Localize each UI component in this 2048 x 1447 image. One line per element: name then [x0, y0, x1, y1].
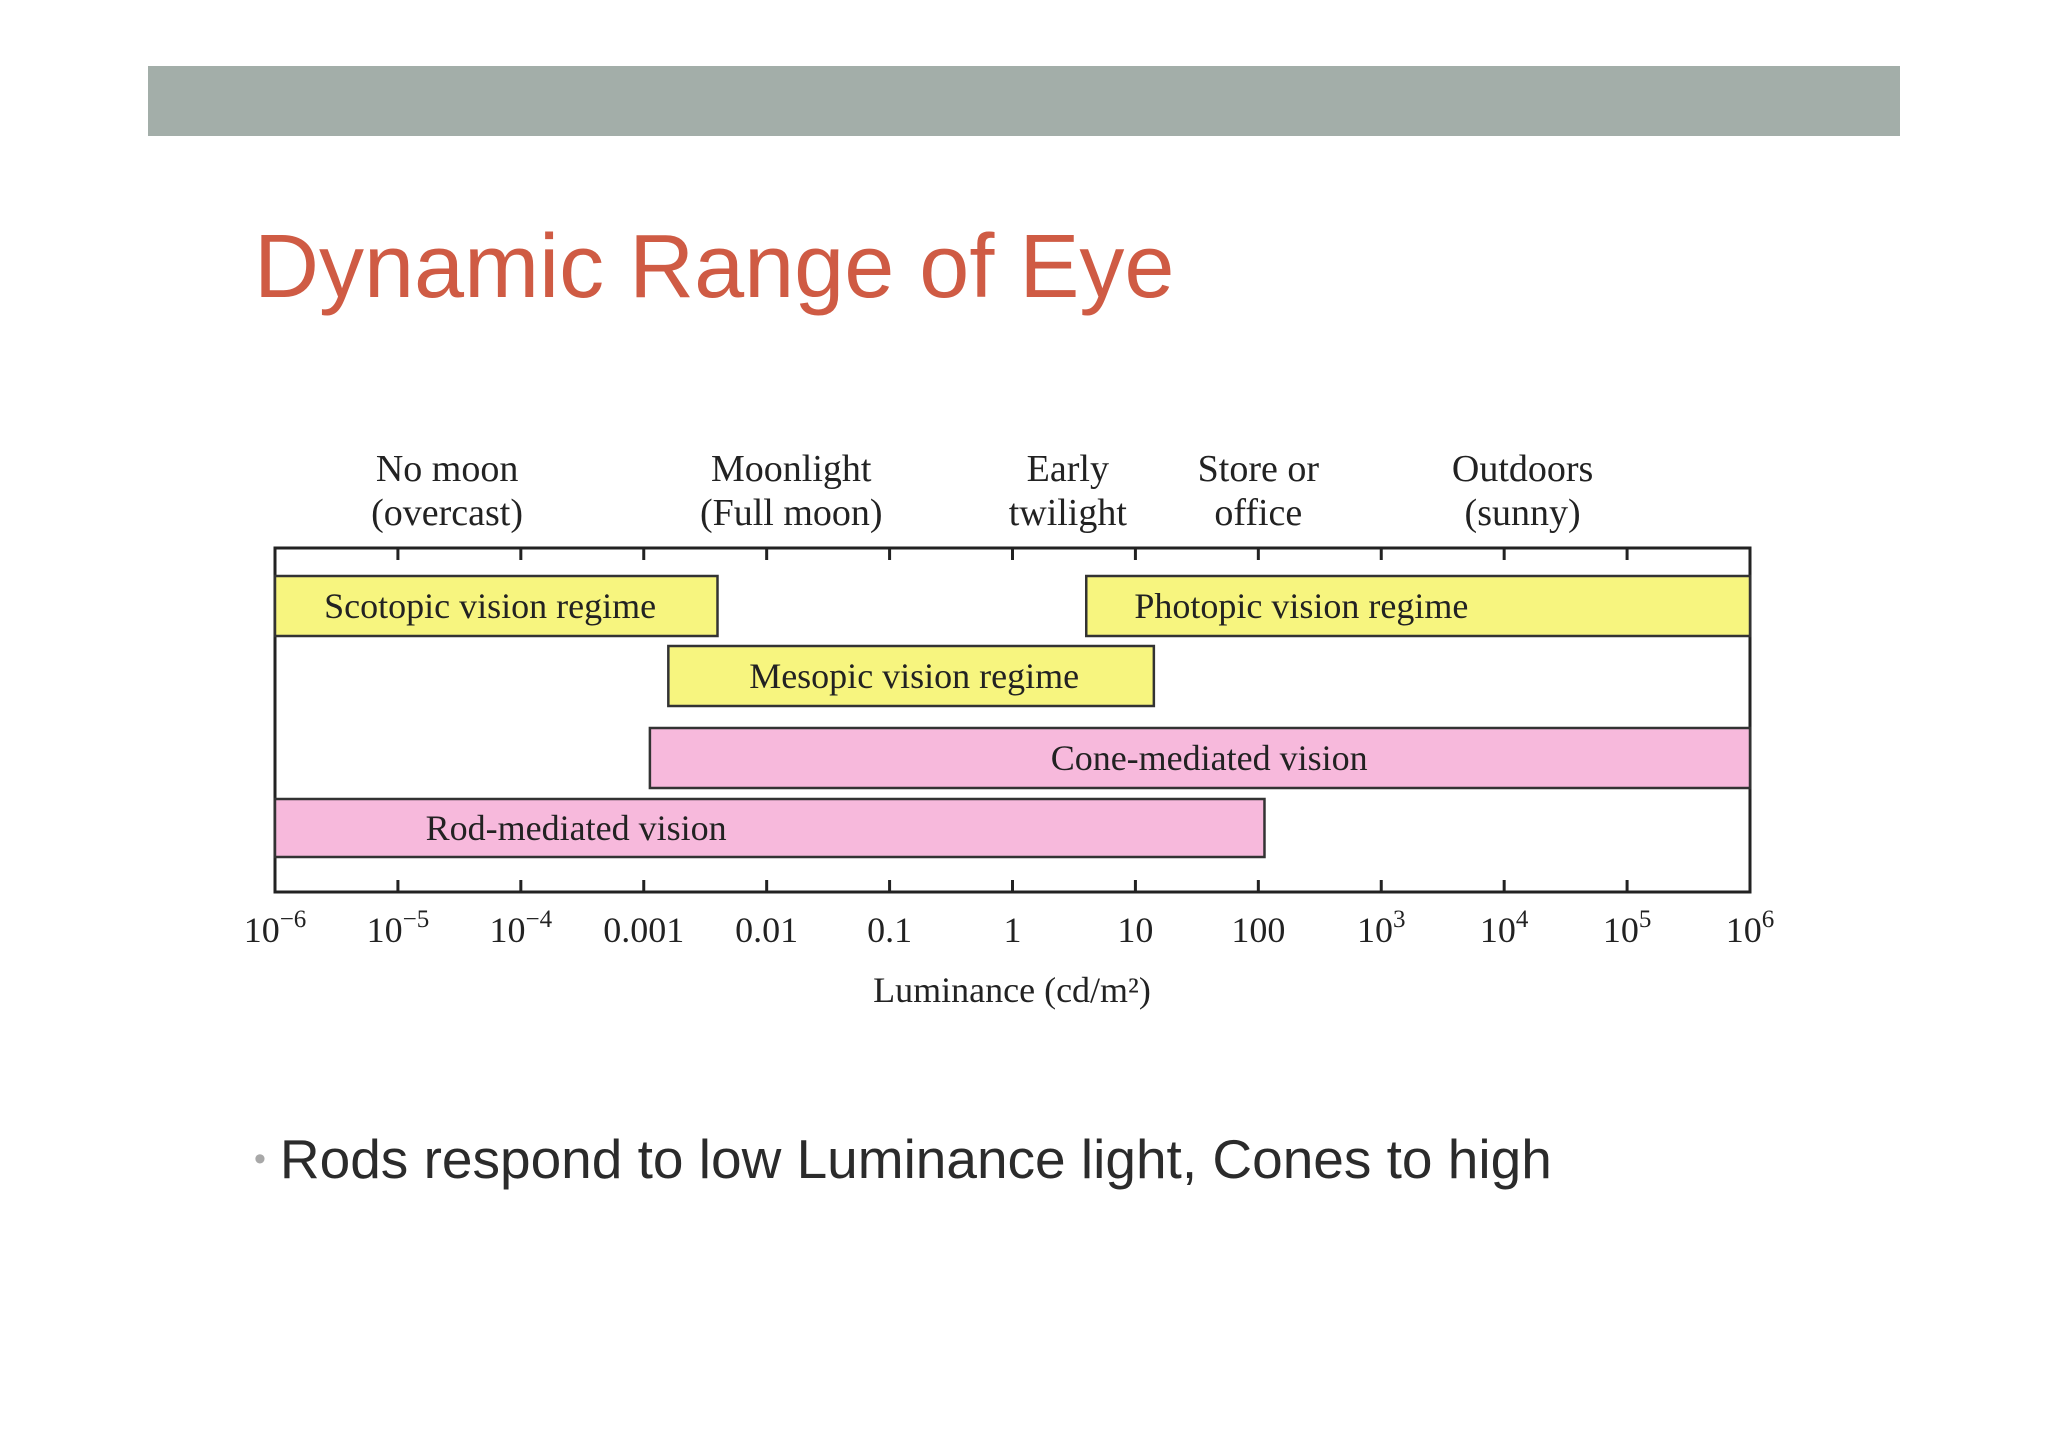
- early-twilight-label-line1: Early: [1027, 448, 1109, 490]
- mesopic-label: Mesopic vision regime: [749, 656, 1079, 696]
- tick-label: 0.001: [603, 910, 684, 950]
- tick-label: 104: [1480, 906, 1529, 950]
- regime-bars: Scotopic vision regime Photopic vision re…: [273, 574, 1752, 859]
- photopic-bar: [1085, 574, 1752, 638]
- lighting-conditions: No moon(overcast) Moonlight(Full moon) Ear…: [371, 448, 1593, 534]
- tick-label: 106: [1726, 906, 1775, 950]
- tick-label: 105: [1603, 906, 1652, 950]
- bullet-marker: •: [254, 1139, 266, 1178]
- tick-label: 10−4: [490, 906, 553, 950]
- mesopic-bar: [667, 644, 1156, 708]
- early-twilight-label-line2: twilight: [1009, 492, 1128, 534]
- moonlight-label-line1: Moonlight: [711, 448, 872, 490]
- store-office-label-line2: office: [1214, 492, 1302, 534]
- slide-header-bar: [148, 66, 1900, 136]
- tick-label: 100: [1231, 910, 1285, 950]
- no-moon-label-line1: No moon: [376, 448, 519, 490]
- scotopic-label: Scotopic vision regime: [324, 586, 656, 626]
- slide-title: Dynamic Range of Eye: [254, 217, 1175, 317]
- rod-mediated-bar: [273, 797, 1266, 859]
- tick-label: 10−6: [244, 906, 307, 950]
- axis-label: Luminance (cd/m²): [873, 970, 1151, 1010]
- bullet-list: • Rods respond to low Luminance light, C…: [254, 1124, 1552, 1194]
- tick-label: 10−5: [367, 906, 430, 950]
- cone-mediated-bar: [648, 726, 1752, 790]
- rod-mediated-label: Rod-mediated vision: [426, 808, 727, 848]
- tick-label: 1: [1004, 910, 1022, 950]
- moonlight-label-line2: (Full moon): [700, 492, 883, 534]
- cone-mediated-label: Cone-mediated vision: [1051, 738, 1368, 778]
- no-moon-label-line2: (overcast): [371, 492, 523, 534]
- outdoors-label-line1: Outdoors: [1452, 448, 1593, 490]
- tick-label: 0.01: [735, 910, 798, 950]
- store-office-label-line1: Store or: [1198, 448, 1320, 490]
- tick-label: 0.1: [867, 910, 912, 950]
- outdoors-label-line2: (sunny): [1465, 492, 1581, 534]
- axis-ticks: [273, 548, 1752, 892]
- photopic-label: Photopic vision regime: [1134, 586, 1468, 626]
- scotopic-bar: [273, 574, 719, 638]
- bullet-item: Rods respond to low Luminance light, Con…: [279, 1128, 1552, 1190]
- tick-label: 103: [1357, 906, 1406, 950]
- axis-tick-labels: 10−6 10−5 10−4 0.001 0.01 0.1 1 10 100 103 104 105 1…: [244, 906, 1775, 950]
- tick-label: 10: [1117, 910, 1153, 950]
